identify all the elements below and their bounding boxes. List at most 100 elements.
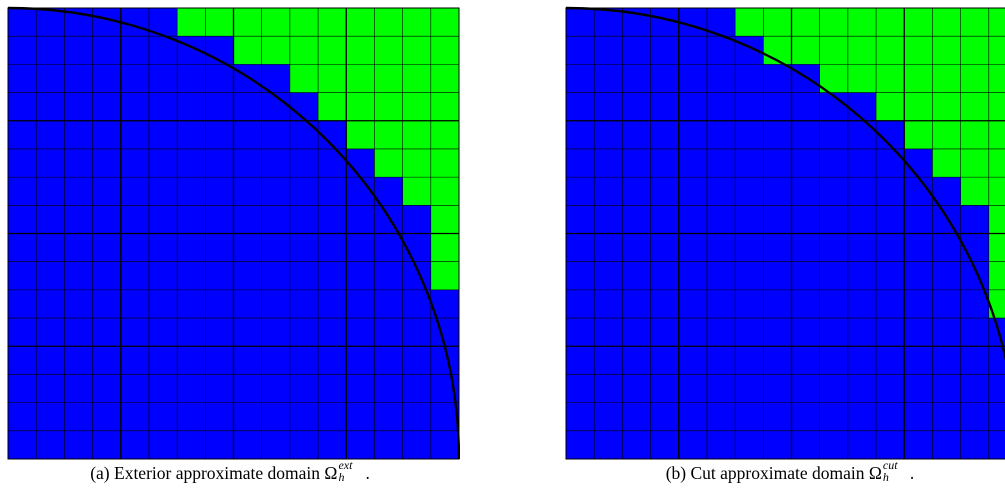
- interior-cell: [876, 430, 905, 460]
- interior-cell: [876, 289, 905, 319]
- interior-cell: [148, 92, 178, 122]
- interior-cell: [261, 374, 291, 404]
- omega-symbol: Ω: [868, 463, 882, 483]
- exterior-cell: [374, 120, 404, 150]
- interior-cell: [932, 318, 962, 347]
- exterior-cell: [261, 8, 291, 37]
- interior-cell: [706, 261, 736, 291]
- interior-cell: [847, 261, 877, 291]
- interior-cell: [36, 261, 65, 291]
- interior-cell: [120, 64, 150, 94]
- exterior-cell: [374, 64, 404, 94]
- interior-cell: [847, 318, 877, 347]
- interior-cell: [148, 64, 178, 94]
- interior-cell: [650, 177, 680, 206]
- interior-cell: [318, 374, 347, 404]
- interior-cell: [650, 233, 680, 263]
- interior-cell: [791, 346, 821, 375]
- interior-cell: [791, 92, 821, 122]
- exterior-cell: [960, 177, 990, 206]
- interior-cell: [706, 177, 736, 206]
- interior-cell: [120, 205, 150, 234]
- interior-cell: [318, 289, 347, 319]
- interior-cell: [36, 177, 65, 206]
- interior-cell: [594, 374, 623, 404]
- exterior-cell: [988, 92, 1005, 122]
- interior-cell: [735, 374, 764, 404]
- exterior-cell: [318, 64, 347, 94]
- interior-cell: [64, 64, 94, 94]
- exterior-cell: [430, 120, 460, 150]
- interior-cell: [36, 289, 65, 319]
- interior-cell: [120, 261, 150, 291]
- interior-cell: [960, 374, 990, 404]
- interior-cell: [594, 430, 623, 460]
- exterior-cell: [960, 36, 990, 65]
- interior-cell: [763, 64, 792, 94]
- interior-cell: [566, 120, 595, 150]
- exterior-cell: [847, 8, 877, 37]
- interior-cell: [205, 289, 234, 319]
- interior-cell: [402, 430, 432, 460]
- exterior-cell: [233, 36, 263, 65]
- exterior-cell: [960, 64, 990, 94]
- interior-cell: [960, 205, 990, 234]
- interior-cell: [374, 430, 404, 460]
- interior-cell: [706, 205, 736, 234]
- interior-cell: [735, 233, 764, 263]
- interior-cell: [594, 36, 623, 65]
- exterior-cell: [819, 8, 849, 37]
- interior-cell: [148, 289, 178, 319]
- exterior-cell: [374, 8, 404, 37]
- exterior-cell: [960, 92, 990, 122]
- interior-cell: [92, 205, 122, 234]
- interior-cell: [205, 374, 234, 404]
- interior-cell: [148, 261, 178, 291]
- interior-cell: [289, 92, 319, 122]
- interior-cell: [650, 430, 680, 460]
- interior-cell: [92, 402, 122, 432]
- interior-cell: [566, 64, 595, 94]
- interior-cell: [650, 120, 680, 150]
- interior-cell: [566, 36, 595, 65]
- interior-cell: [64, 430, 94, 460]
- interior-cell: [430, 318, 460, 347]
- interior-cell: [318, 148, 347, 178]
- interior-cell: [289, 318, 319, 347]
- interior-cell: [374, 318, 404, 347]
- interior-cell: [988, 374, 1005, 404]
- exterior-cell: [430, 64, 460, 94]
- interior-cell: [8, 233, 37, 263]
- interior-cell: [64, 36, 94, 65]
- interior-cell: [233, 233, 263, 263]
- interior-cell: [904, 318, 933, 347]
- exterior-cell: [932, 64, 962, 94]
- interior-cell: [36, 36, 65, 65]
- interior-cell: [261, 402, 291, 432]
- interior-cell: [594, 289, 623, 319]
- omega-scripts: cut h: [882, 459, 910, 483]
- interior-cell: [318, 177, 347, 206]
- interior-cell: [177, 402, 206, 432]
- interior-cell: [847, 92, 877, 122]
- interior-cell: [847, 205, 877, 234]
- interior-cell: [791, 177, 821, 206]
- interior-cell: [36, 8, 65, 37]
- interior-cell: [763, 120, 792, 150]
- interior-cell: [904, 289, 933, 319]
- interior-cell: [289, 233, 319, 263]
- interior-cell: [261, 120, 291, 150]
- interior-cell: [650, 402, 680, 432]
- interior-cell: [960, 318, 990, 347]
- interior-cell: [346, 430, 375, 460]
- interior-cell: [622, 430, 652, 460]
- exterior-cell: [430, 92, 460, 122]
- interior-cell: [120, 374, 150, 404]
- interior-cell: [402, 205, 432, 234]
- interior-cell: [205, 233, 234, 263]
- interior-cell: [233, 64, 263, 94]
- interior-cell: [92, 177, 122, 206]
- exterior-cell: [960, 148, 990, 178]
- exterior-cell: [346, 36, 375, 65]
